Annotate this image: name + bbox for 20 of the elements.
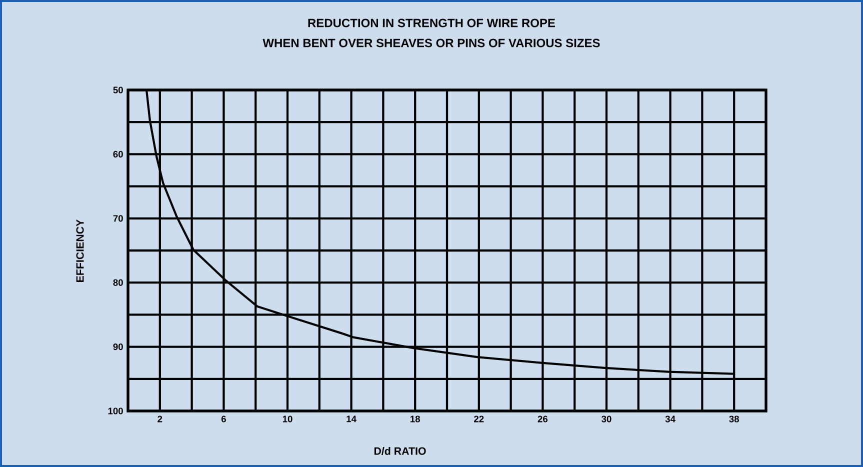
x-tick-label: 34 <box>665 416 676 422</box>
x-tick-label: 6 <box>221 416 226 422</box>
x-tick-label: 38 <box>729 416 739 422</box>
x-tick-label: 14 <box>346 416 356 422</box>
chart-title: REDUCTION IN STRENGTH OF WIRE ROPE <box>308 18 555 28</box>
x-tick-label: 22 <box>474 416 484 422</box>
x-tick-label: 26 <box>538 416 548 422</box>
x-tick-label: 18 <box>410 416 420 422</box>
y-tick-label: 90 <box>113 344 123 350</box>
chart-subtitle: WHEN BENT OVER SHEAVES OR PINS OF VARIOUS SIZES <box>262 38 600 48</box>
y-tick-label: 60 <box>113 150 123 158</box>
x-tick-label: 30 <box>602 416 612 422</box>
y-tick-label: 100 <box>108 408 123 414</box>
y-tick-label: 80 <box>113 279 123 286</box>
x-tick-label: 2 <box>158 416 162 422</box>
y-axis-title: EFFICIENCY <box>76 219 84 282</box>
x-tick-label: 10 <box>282 416 292 422</box>
x-axis-title: D/d RATIO <box>374 447 426 455</box>
y-tick-label: 50 <box>113 86 123 94</box>
y-tick-label: 70 <box>113 215 123 222</box>
